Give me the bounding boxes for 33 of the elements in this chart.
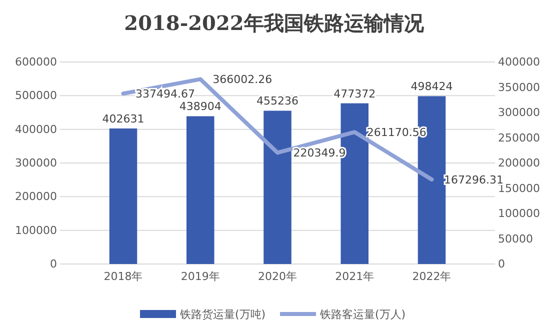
- y2-tick-label: 0: [498, 258, 505, 271]
- bar: [109, 128, 138, 264]
- data-label: 498424: [410, 80, 453, 94]
- y2-tick-label: 400000: [498, 56, 540, 69]
- y2-tick-label: 100000: [498, 207, 540, 220]
- x-tick-label: 2018年: [104, 270, 143, 284]
- y2-tick-label: 200000: [498, 156, 540, 170]
- bar: [264, 110, 292, 264]
- y-tick-label: 200000: [15, 190, 57, 204]
- x-tick-label: 2021年: [335, 270, 374, 284]
- data-label: 438904: [179, 100, 222, 114]
- x-tick-label: 2020年: [258, 270, 297, 284]
- y-tick-label: 300000: [15, 156, 57, 170]
- data-label: 477372: [334, 87, 376, 100]
- x-tick-label: 2019年: [180, 270, 220, 284]
- legend-label: 铁路客运量(万人): [319, 308, 406, 321]
- data-label: 337494.67: [135, 88, 195, 101]
- data-label: 366002.26: [212, 73, 272, 86]
- y-tick-label: 0: [50, 258, 57, 271]
- y-tick-label: 100000: [15, 224, 57, 237]
- x-tick-label: 2022年: [412, 270, 452, 284]
- legend-label: 铁路货运量(万吨): [179, 308, 266, 321]
- y2-tick-label: 50000: [498, 232, 533, 246]
- data-label: 402631: [102, 112, 144, 126]
- y-tick-label: 400000: [15, 122, 57, 136]
- chart-title: 2018-2022年我国铁路运输情况: [124, 11, 425, 35]
- y2-tick-label: 300000: [498, 106, 540, 120]
- y2-tick-label: 250000: [498, 131, 540, 144]
- bar: [186, 116, 214, 264]
- y2-tick-label: 350000: [498, 80, 540, 94]
- y-tick-label: 500000: [15, 89, 57, 102]
- y-tick-label: 600000: [15, 56, 57, 69]
- data-label: 455236: [256, 94, 298, 108]
